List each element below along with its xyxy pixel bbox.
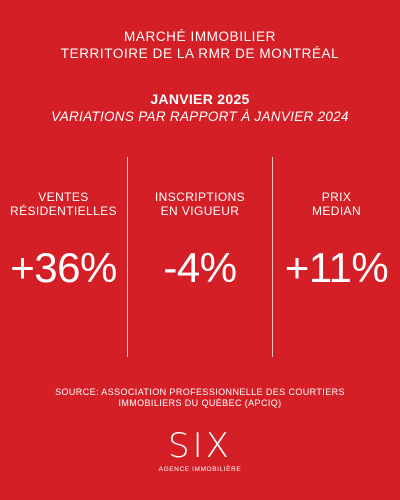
stat-value: +11% <box>284 244 389 291</box>
header-line-2: TERRITOIRE DE LA RMR DE MONTRÉAL <box>60 46 340 61</box>
stat-label-line-2: EN VIGUEUR <box>160 204 240 218</box>
report-header: MARCHÉ IMMOBILIER TERRITOIRE DE LA RMR D… <box>0 28 400 62</box>
stat-label-line-2: MEDIAN <box>311 204 362 218</box>
stat-label-line-2: RÉSIDENTIELLES <box>10 204 117 218</box>
source-line-2: IMMOBILIERS DU QUÉBEC (APCIQ) <box>118 398 282 408</box>
stat-label: INSCRIPTIONS EN VIGUEUR <box>128 190 272 220</box>
stat-residential-sales: VENTES RÉSIDENTIELLES +36% <box>0 190 127 291</box>
stat-median-price: PRIX MEDIAN +11% <box>273 190 400 291</box>
source-line-1: SOURCE: ASSOCIATION PROFESSIONNELLE DES … <box>55 387 345 397</box>
stat-label: VENTES RÉSIDENTIELLES <box>0 190 127 220</box>
column-divider-2 <box>272 157 273 357</box>
source-note: SOURCE: ASSOCIATION PROFESSIONNELLE DES … <box>0 387 400 409</box>
stat-label: PRIX MEDIAN <box>273 190 400 220</box>
stat-value: -4% <box>163 244 237 291</box>
period-comparison: VARIATIONS PAR RAPPORT À JANVIER 2024 <box>51 109 349 124</box>
stat-label-line-1: INSCRIPTIONS <box>154 190 246 204</box>
logo-wordmark: SIX <box>168 426 232 466</box>
header-line-1: MARCHÉ IMMOBILIER <box>124 29 276 44</box>
logo-tagline: AGENCE IMMOBILIÈRE <box>158 466 242 473</box>
stat-label-line-1: VENTES <box>38 190 89 204</box>
stat-active-listings: INSCRIPTIONS EN VIGUEUR -4% <box>128 190 272 291</box>
column-divider-1 <box>127 157 128 357</box>
period-month: JANVIER 2025 <box>150 91 250 107</box>
report-period: JANVIER 2025 VARIATIONS PAR RAPPORT À JA… <box>0 91 400 125</box>
stat-value: +36% <box>10 244 117 291</box>
agency-logo: SIX AGENCE IMMOBILIÈRE <box>0 428 400 474</box>
stat-label-line-1: PRIX <box>321 190 352 204</box>
